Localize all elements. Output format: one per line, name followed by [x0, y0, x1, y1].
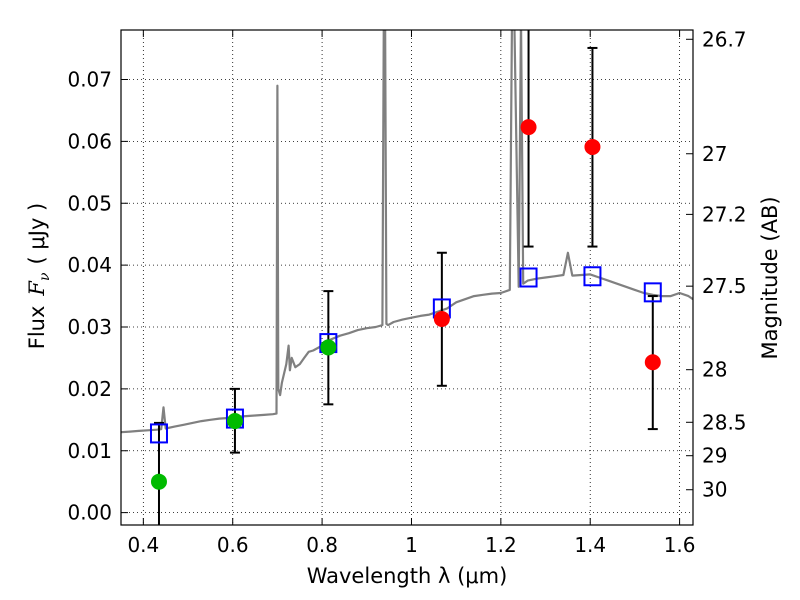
x-axis-label: Wavelength λ (μm)	[307, 564, 508, 588]
axis-ticks: 0.4 0.6 0.8 1 1.2 1.4 1.6 0.00 0.01 0.02 0.03 0.04 0…	[67, 27, 746, 557]
upper-limit-point-0	[433, 310, 450, 327]
upper-limit-point-2	[584, 138, 601, 155]
mag-tick-label-0: 26.7	[702, 27, 747, 51]
y-tick-label-7: 0.07	[67, 68, 112, 92]
model-photometry-square-6	[643, 282, 662, 303]
model-photometry-square-5	[583, 266, 602, 287]
x-tick-label-1: 0.6	[217, 533, 249, 557]
upper-limit-point-1	[520, 119, 537, 136]
y-tick-label-5: 0.05	[67, 191, 112, 215]
y-tick-label-2: 0.02	[67, 377, 112, 401]
x-tick-label-6: 1.6	[664, 533, 696, 557]
mag-tick-label-7: 30	[702, 478, 727, 502]
y-tick-label-0: 0.00	[67, 501, 112, 525]
model-photometry-square-0	[149, 423, 168, 444]
y-axis-label-unit: ( μJy )	[25, 203, 49, 265]
mag-tick-label-2: 27.2	[702, 202, 747, 226]
detection-point-0	[150, 473, 167, 490]
x-tick-label-2: 0.8	[306, 533, 338, 557]
y-axis-label-right: Magnitude (AB)	[758, 196, 782, 359]
x-tick-label-5: 1.4	[574, 533, 606, 557]
mag-tick-label-1: 27	[702, 142, 727, 166]
y-tick-label-6: 0.06	[67, 129, 112, 153]
y-tick-label-3: 0.03	[67, 315, 112, 339]
x-tick-label-3: 1	[405, 533, 418, 557]
upper-limit-point-3	[644, 354, 661, 371]
plot-background	[121, 30, 693, 525]
detection-point-1	[226, 413, 243, 430]
y-axis-label-symbol: F	[25, 280, 49, 297]
mag-tick-label-4: 28	[702, 358, 727, 382]
y-axis-label-prefix: Flux	[25, 306, 49, 350]
mag-tick-label-6: 29	[702, 444, 727, 468]
mag-tick-label-3: 27.5	[702, 274, 747, 298]
error-bars-overflow	[149, 30, 662, 525]
plot-frame	[120, 29, 694, 526]
y-axis-label-left: Flux Fν ( μJy )	[25, 203, 53, 349]
model-photometry-square-4	[519, 267, 538, 288]
y-tick-label-1: 0.01	[67, 439, 112, 463]
y-axis-label-subscript: ν	[37, 272, 53, 281]
x-tick-label-4: 1.2	[485, 533, 517, 557]
x-tick-label-0: 0.4	[127, 533, 159, 557]
mag-tick-label-5: 28.5	[702, 410, 747, 434]
y-tick-label-4: 0.04	[67, 253, 112, 277]
detection-point-2	[320, 339, 337, 356]
